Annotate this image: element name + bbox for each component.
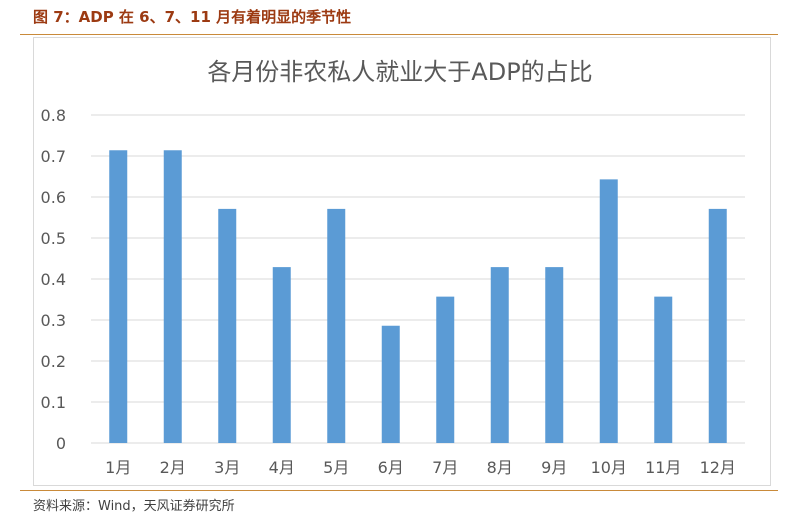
chart-frame: 各月份非农私人就业大于ADP的占比 0 0.1 0.2 0.3 0.4 0.5 0.6 0.7… [33,37,771,486]
bar [163,150,182,443]
y-tick-label: 0.1 [41,393,66,412]
y-tick-label: 0.8 [41,106,66,125]
bar [436,296,455,443]
x-tick-label: 4月 [269,458,295,477]
y-tick-label: 0.4 [41,270,66,289]
x-tick-label: 5月 [323,458,349,477]
bar [327,208,346,443]
y-tick-label: 0.6 [41,188,66,207]
x-tick-label: 10月 [591,458,627,477]
x-tick-label: 9月 [541,458,567,477]
bar [654,296,673,443]
bar [708,208,727,443]
x-tick-label: 11月 [645,458,681,477]
bar [490,267,509,443]
x-axis-ticks: 1月 2月 3月 4月 5月 6月 7月 8月 9月 10月 11月 12月 [105,458,736,477]
x-tick-label: 7月 [432,458,458,477]
x-tick-label: 6月 [378,458,404,477]
x-tick-label: 1月 [105,458,131,477]
chart-title: 各月份非农私人就业大于ADP的占比 [207,58,592,86]
caption-divider [20,34,778,35]
y-tick-label: 0.3 [41,311,66,330]
source-note: 资料来源：Wind，天风证券研究所 [33,499,235,514]
x-tick-label: 2月 [160,458,186,477]
y-axis-ticks: 0 0.1 0.2 0.3 0.4 0.5 0.6 0.7 0.8 [41,106,66,453]
y-tick-label: 0.2 [41,352,66,371]
y-tick-label: 0.7 [41,147,66,166]
y-tick-label: 0.5 [41,229,66,248]
bars [109,150,727,443]
x-tick-label: 3月 [214,458,240,477]
y-tick-label: 0 [56,434,66,453]
bar [381,325,400,443]
gridlines [91,114,745,444]
bar-chart: 各月份非农私人就业大于ADP的占比 0 0.1 0.2 0.3 0.4 0.5 0.6 0.7… [41,58,745,477]
bar [218,208,237,443]
bar [109,150,128,443]
x-tick-label: 12月 [700,458,736,477]
figure-caption: 图 7：ADP 在 6、7、11 月有着明显的季节性 [33,8,352,26]
bar [272,267,291,443]
source-divider [20,490,778,491]
bar [545,267,564,443]
bar [599,179,618,443]
x-tick-label: 8月 [487,458,513,477]
